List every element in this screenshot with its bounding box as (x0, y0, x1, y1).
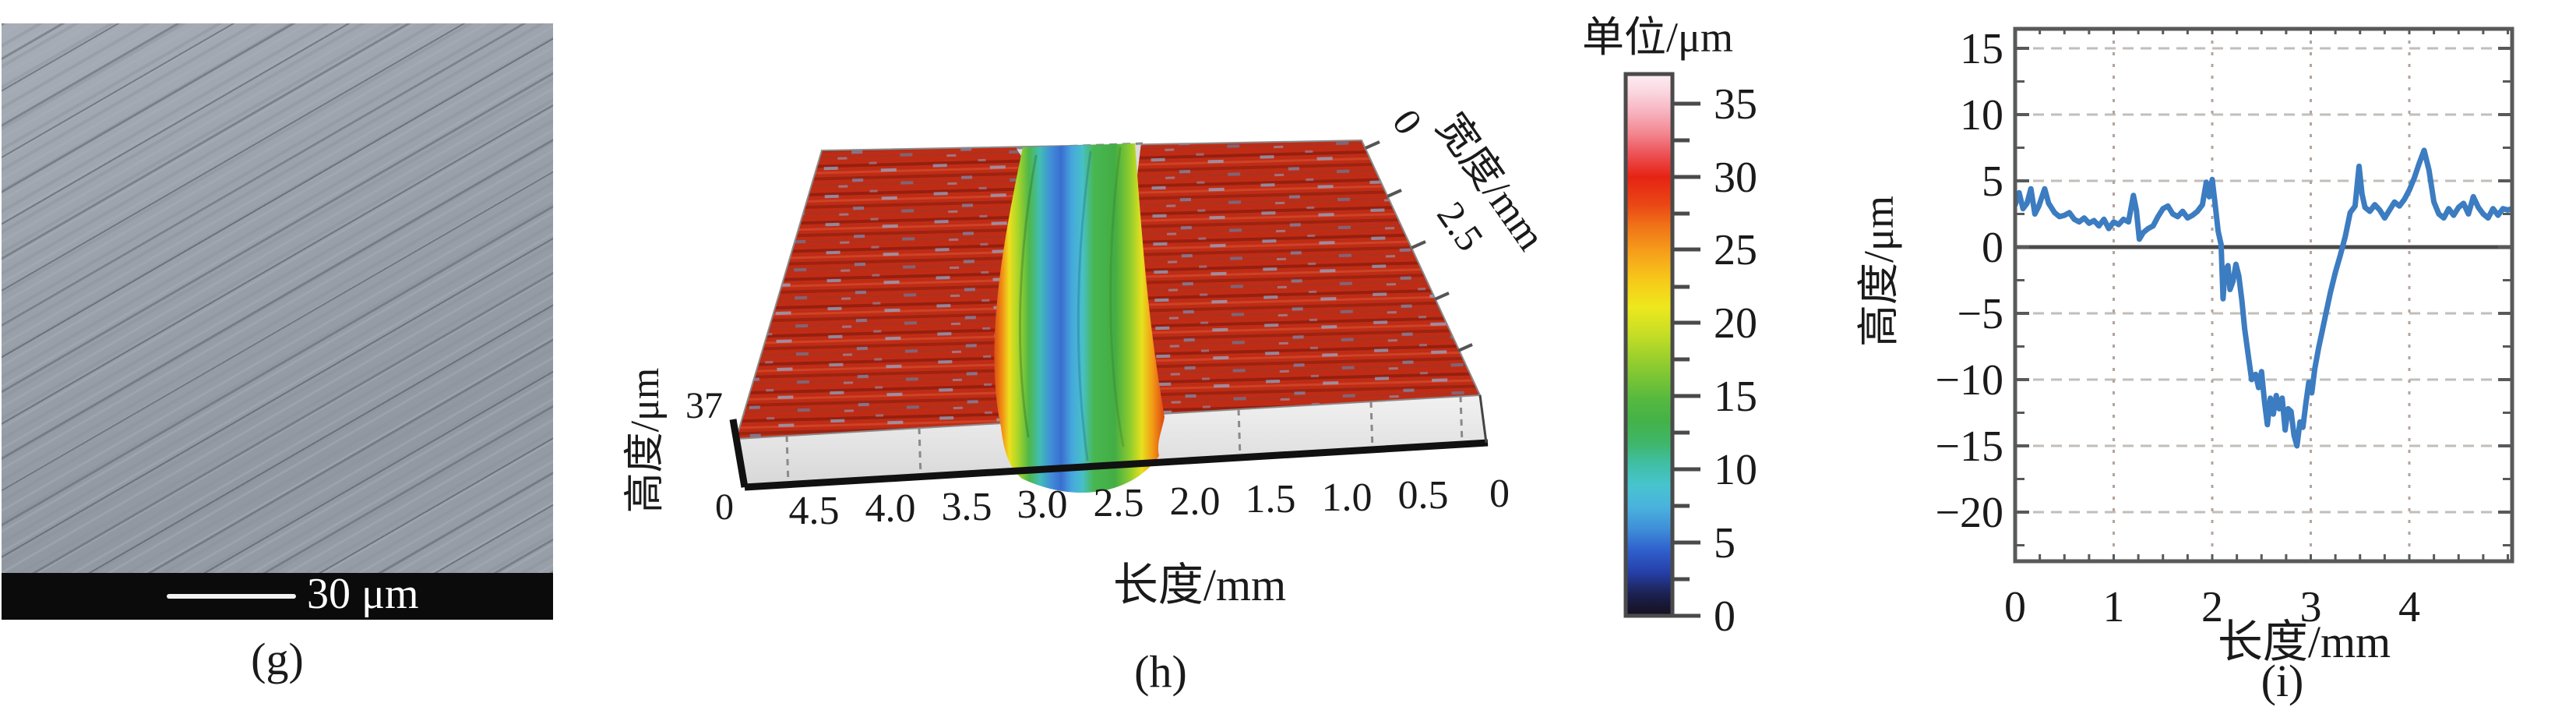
svg-text:4: 4 (2398, 583, 2420, 631)
svg-text:1: 1 (2103, 583, 2125, 631)
svg-text:10: 10 (1960, 91, 2003, 140)
profile-tick-marks (2015, 29, 2512, 561)
svg-text:−15: −15 (1935, 422, 2003, 471)
svg-text:0: 0 (2004, 583, 2026, 631)
colorbar-title: 单位/μm (1582, 14, 1733, 61)
svg-text:3.0: 3.0 (1017, 483, 1068, 527)
groove-striations (1018, 147, 1125, 461)
i-y-axis-title: 高度/μm (1855, 196, 1902, 347)
h-height-tick-37: 37 (685, 385, 723, 426)
i-x-axis-title: 长度/mm (2218, 617, 2391, 667)
profile-plot-border (2013, 27, 2514, 564)
h-width-tick-0: 0 (1384, 101, 1431, 143)
height-axis-line (729, 419, 749, 488)
svg-text:4.0: 4.0 (865, 486, 916, 531)
svg-text:2: 2 (2201, 583, 2223, 631)
colorbar-tick-labels: 35 30 25 20 15 10 5 0 (1714, 80, 1757, 641)
micrograph-panel: 30 μm (2, 23, 553, 620)
svg-text:10: 10 (1714, 446, 1757, 494)
h-x-ticks: 4.5 4.0 3.5 3.0 2.5 2.0 1.5 1.0 0.5 0 (789, 472, 1510, 533)
svg-text:1.5: 1.5 (1246, 477, 1296, 521)
svg-text:15: 15 (1714, 373, 1757, 421)
svg-text:20: 20 (1714, 299, 1757, 348)
colorbar-minor-ticks (1672, 138, 1690, 582)
svg-text:35: 35 (1714, 80, 1757, 129)
svg-text:1.0: 1.0 (1322, 475, 1373, 520)
width-axis-ticks (1365, 140, 1473, 352)
surface-3d-plot: 高度/μm 37 0 4.5 4.0 3.5 3.0 2.5 2.0 1.5 1… (623, 101, 1553, 610)
length-axis-line (744, 439, 1489, 491)
profile-curve (2015, 147, 2512, 449)
svg-text:3: 3 (2300, 583, 2322, 631)
colorbar-major-ticks (1672, 101, 1700, 618)
svg-text:−20: −20 (1935, 489, 2003, 537)
h-height-axis-title: 高度/μm (623, 368, 668, 514)
panel-label-h: (h) (1134, 646, 1187, 697)
svg-text:30: 30 (1714, 154, 1757, 202)
scale-bar-line (167, 594, 296, 599)
panel-label-i: (i) (2261, 656, 2304, 706)
svg-text:−5: −5 (1957, 290, 2003, 338)
h-height-tick-0: 0 (715, 486, 734, 528)
svg-text:15: 15 (1960, 25, 2003, 73)
profile-gridlines (2015, 29, 2512, 561)
wear-groove-band (994, 143, 1165, 493)
slab-dashed-ticks (785, 395, 1464, 486)
svg-text:0: 0 (1982, 224, 2003, 272)
svg-text:5: 5 (1714, 519, 1736, 567)
svg-text:2.0: 2.0 (1170, 479, 1221, 524)
svg-text:0: 0 (1714, 592, 1736, 641)
micrograph-image: 30 μm (2, 23, 553, 620)
colorbar: 单位/μm 35 30 25 20 15 10 5 0 (1582, 14, 1757, 641)
colorbar-gradient (1623, 72, 1675, 618)
svg-text:4.5: 4.5 (789, 489, 840, 533)
svg-text:3.5: 3.5 (942, 485, 992, 529)
svg-text:0.5: 0.5 (1398, 473, 1449, 518)
slab-right-edge (1478, 394, 1488, 444)
svg-text:0: 0 (1489, 472, 1510, 516)
svg-text:25: 25 (1714, 226, 1757, 274)
svg-text:5: 5 (1982, 157, 2003, 206)
svg-text:−10: −10 (1935, 356, 2003, 405)
scale-bar-band: 30 μm (2, 570, 553, 620)
panel-label-g: (g) (251, 634, 304, 684)
scale-bar-label: 30 μm (307, 570, 419, 618)
svg-text:2.5: 2.5 (1094, 481, 1144, 525)
h-x-axis-title: 长度/mm (1113, 560, 1286, 610)
profile-curve-group (2015, 147, 2512, 449)
